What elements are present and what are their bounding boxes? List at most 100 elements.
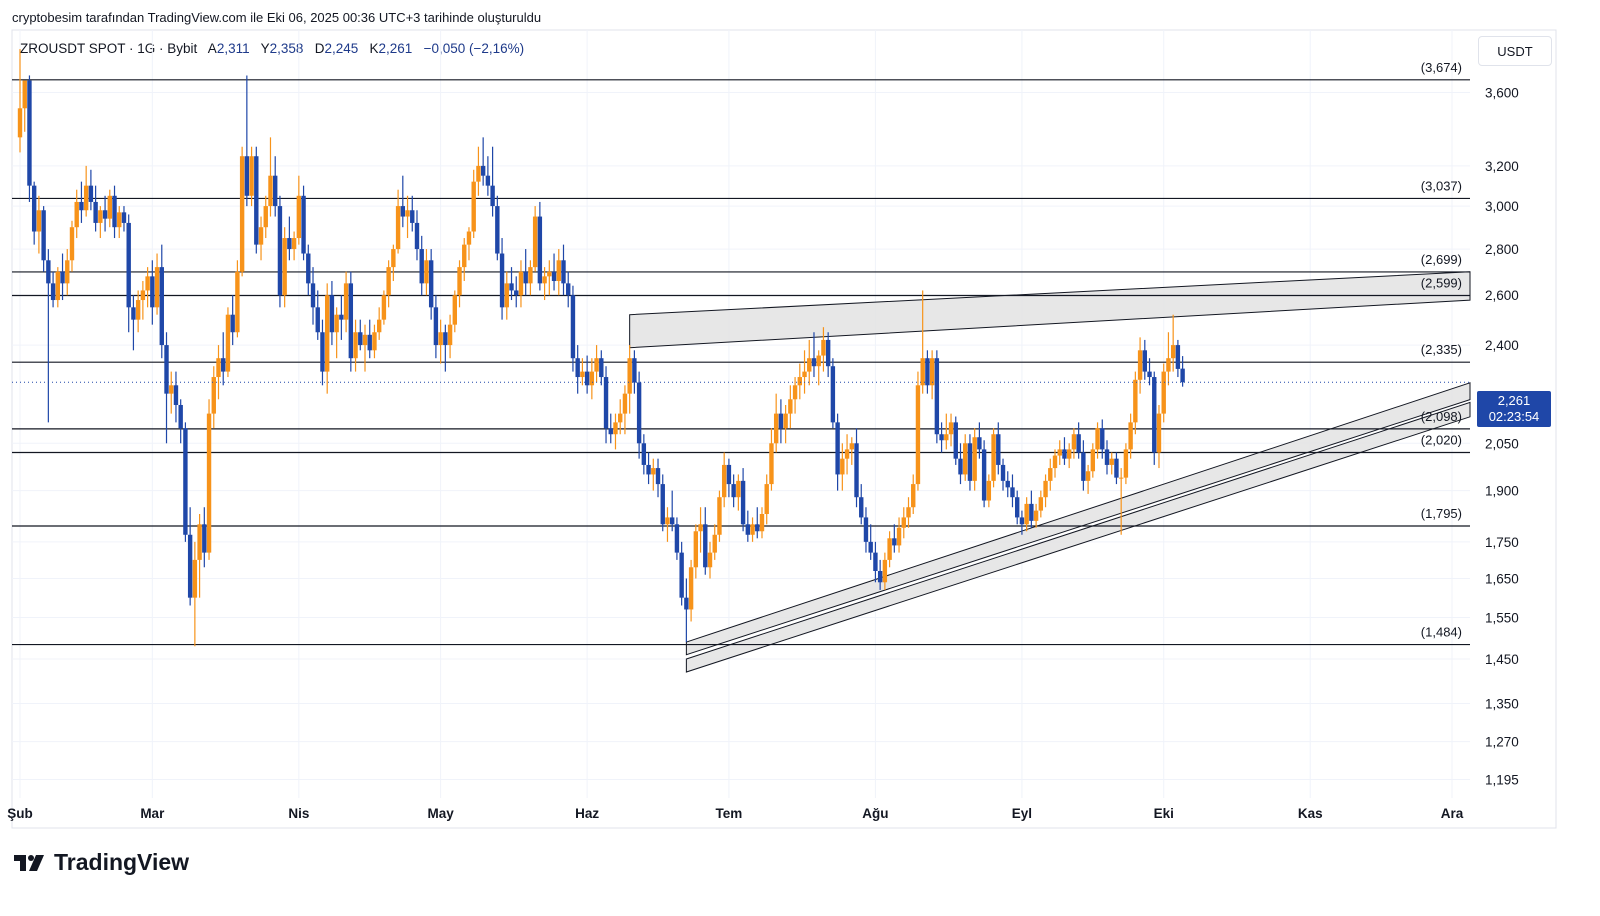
candle-body: [939, 434, 944, 441]
candle-body: [547, 271, 552, 277]
candle-body: [254, 156, 259, 245]
brand-name: TradingView: [54, 849, 190, 875]
candle-body: [126, 222, 131, 308]
candle-body: [783, 413, 788, 429]
candle-body: [570, 295, 576, 359]
currency-selector[interactable]: USDT: [1478, 36, 1552, 66]
candle-body: [88, 185, 94, 202]
change-value: −0,050 (−2,16%): [423, 41, 525, 56]
current-price-tag: 2,261 02:23:54: [1477, 391, 1551, 427]
candle-body: [419, 249, 424, 284]
candle-body: [93, 201, 98, 223]
candle-body: [121, 212, 127, 223]
candle-body: [528, 267, 533, 284]
candle-body: [920, 358, 925, 386]
candle-body: [963, 443, 968, 475]
candle-body: [703, 524, 708, 568]
tradingview-logo-icon: [14, 854, 44, 871]
x-tick-label: Ara: [1441, 806, 1464, 821]
candle-body: [877, 570, 883, 583]
candle-body: [542, 276, 547, 284]
candle-body: [381, 295, 387, 320]
candle-body: [807, 358, 812, 372]
candle-body: [405, 210, 410, 217]
candle-body: [830, 366, 836, 423]
candle-body: [1052, 455, 1058, 469]
x-tick-label: Haz: [575, 806, 599, 821]
candle-body: [273, 175, 278, 207]
candle-body: [896, 527, 902, 546]
candle-body: [31, 185, 37, 232]
level-label: (3,674): [1421, 60, 1462, 75]
level-label: (3,037): [1421, 178, 1462, 193]
level-label: (2,335): [1421, 342, 1462, 357]
candle-body: [1000, 464, 1006, 481]
candle-body: [797, 377, 803, 386]
candle-body: [750, 524, 755, 535]
candle-body: [986, 480, 992, 501]
candle-body: [873, 552, 878, 571]
candle-body: [1071, 434, 1077, 450]
tradingview-logo[interactable]: TradingView: [12, 849, 189, 876]
candle-body: [480, 165, 486, 176]
candle-body: [140, 290, 146, 301]
candle-body: [287, 238, 292, 250]
y-tick-label: 3,600: [1485, 86, 1519, 101]
candle-body: [386, 267, 391, 296]
y-tick-label: 1,350: [1485, 697, 1519, 712]
candle-body: [362, 334, 368, 346]
candle-body: [1123, 449, 1129, 478]
candle-body: [731, 484, 736, 498]
candle-body: [1010, 487, 1015, 498]
level-label: (2,098): [1421, 409, 1462, 424]
candle-body: [641, 443, 647, 465]
candle-body: [972, 437, 977, 481]
candle-body: [17, 108, 23, 138]
candle-body: [759, 514, 765, 532]
candle-body: [249, 156, 254, 196]
candle-body: [740, 480, 746, 525]
candle-body: [1137, 350, 1143, 380]
candle-body: [636, 382, 642, 444]
candle-body: [967, 443, 973, 481]
candle-body: [618, 413, 623, 423]
symbol-legend: ZROUSDT SPOT · 1G · Bybit A2,311 Y2,358 …: [20, 41, 524, 56]
low-value: 2,245: [324, 41, 359, 56]
candle-body: [651, 468, 656, 475]
candle-body: [1085, 471, 1091, 481]
candle-body: [485, 175, 491, 186]
candle-body: [693, 531, 699, 568]
candle-body: [504, 283, 509, 308]
candle-body: [792, 385, 798, 400]
candle-body: [452, 295, 457, 325]
candle-body: [60, 271, 65, 284]
candle-body: [788, 399, 793, 414]
candles: [12, 49, 1470, 647]
candle-body: [202, 524, 207, 553]
candle-body: [74, 201, 79, 228]
candle-body: [712, 534, 717, 553]
candle-body: [679, 552, 684, 598]
candle-body: [981, 449, 987, 501]
symbol-name[interactable]: ZROUSDT SPOT · 1G · Bybit: [20, 41, 198, 56]
candle-body: [580, 371, 585, 378]
x-tick-label: Tem: [716, 806, 743, 821]
candle-body: [518, 271, 524, 296]
candle-body: [773, 413, 779, 444]
price-axis[interactable]: 3,600 3,200 3,000 2,800 2,600 2,400 2,050 1,900…: [1485, 86, 1519, 788]
candle-body: [1066, 449, 1072, 459]
candle-body: [79, 201, 84, 211]
candle-body: [1118, 477, 1124, 479]
candle-body: [551, 271, 557, 282]
candle-body: [187, 534, 193, 598]
time-axis[interactable]: Şub Mar Nis May Haz Tem Ağu Eyl Eki Kas Ara: [7, 806, 1463, 821]
candle-body: [594, 358, 599, 372]
candle-body: [523, 271, 528, 284]
candle-body: [622, 393, 628, 414]
candle-body: [112, 195, 117, 228]
candle-body: [1114, 458, 1119, 478]
candle-body: [1038, 497, 1044, 511]
candle-body: [324, 295, 330, 372]
candle-body: [1090, 449, 1096, 472]
